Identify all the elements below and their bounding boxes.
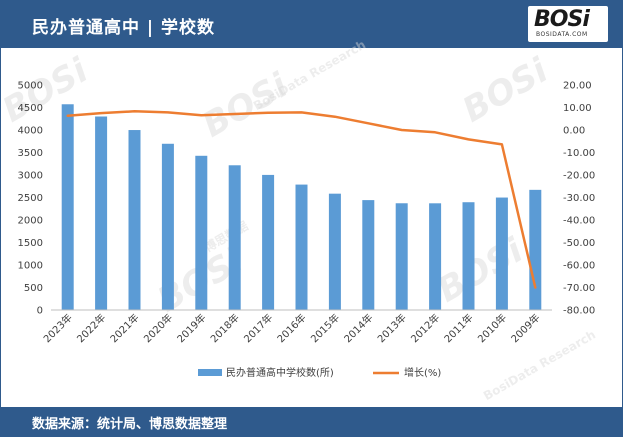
right-tick-label: 20.00	[563, 81, 592, 92]
legend-line-label: 增长(%)	[404, 366, 441, 379]
page-title: 民办普通高中 | 学校数	[32, 18, 216, 38]
x-tick-label: 2021年	[107, 311, 141, 345]
x-tick-label: 2020年	[141, 311, 175, 345]
left-axis: 0 500 1000 1500 2000 2500 3000 3500 4000 4500 5000	[18, 81, 43, 317]
bar	[495, 197, 508, 310]
bar	[328, 193, 341, 310]
x-tick-label: 2016年	[274, 311, 308, 345]
x-tick-label: 2014年	[341, 311, 375, 345]
line-series	[66, 110, 537, 289]
brand-logo: BOSi BOSIDATA.COM	[528, 6, 608, 42]
x-tick-label: 2015年	[308, 311, 342, 345]
left-tick-label: 2500	[18, 193, 43, 204]
bar	[228, 165, 241, 310]
bar	[429, 203, 442, 310]
right-axis: -80.00 -70.00 -60.00 -50.00 -40.00 -30.00 -20.…	[563, 81, 595, 317]
x-axis-labels: 2023年 2022年 2021年 2020年 2019年 2018年 2017年 2016年…	[41, 311, 543, 345]
x-tick-label: 2019年	[174, 311, 208, 345]
header-bar: 民办普通高中 | 学校数 BOSi BOSIDATA.COM	[1, 1, 622, 48]
x-tick-label: 2022年	[74, 311, 108, 345]
x-tick-label: 2023年	[41, 311, 75, 345]
x-tick-label: 2010年	[475, 311, 509, 345]
bar	[161, 143, 174, 310]
bar	[295, 184, 308, 310]
x-tick-label: 2012年	[408, 311, 442, 345]
bar-series	[61, 104, 542, 310]
right-tick-label: 10.00	[563, 103, 592, 114]
x-tick-label: 2017年	[241, 311, 275, 345]
left-tick-label: 5000	[18, 81, 43, 92]
left-tick-label: 4500	[18, 103, 43, 114]
legend-bar-swatch	[198, 369, 222, 376]
bar	[128, 130, 141, 310]
bar	[195, 155, 208, 310]
left-tick-label: 3000	[18, 171, 43, 182]
x-tick-label: 2011年	[441, 311, 475, 345]
growth-line	[66, 110, 537, 289]
bar	[95, 116, 108, 310]
chart-area: 0 500 1000 1500 2000 2500 3000 3500 4000 4500 5000…	[18, 81, 596, 380]
bar	[462, 202, 475, 310]
right-tick-label: -40.00	[563, 216, 595, 227]
right-tick-label: -30.00	[563, 193, 595, 204]
right-tick-label: 0.00	[563, 126, 585, 137]
logo-text: BOSi	[534, 7, 590, 32]
x-tick-label: 2009年	[508, 311, 542, 345]
right-tick-label: -80.00	[563, 306, 595, 317]
right-tick-label: -10.00	[563, 148, 595, 159]
bar	[395, 203, 408, 310]
left-tick-label: 4000	[18, 126, 43, 137]
bar	[262, 174, 275, 310]
footer-bar: 数据来源：统计局、博思数据整理	[1, 407, 622, 436]
left-tick-label: 0	[37, 306, 43, 317]
logo-subtext: BOSIDATA.COM	[536, 31, 588, 38]
left-tick-label: 1000	[18, 261, 43, 272]
data-source: 数据来源：统计局、博思数据整理	[32, 417, 228, 432]
x-tick-label: 2018年	[208, 311, 242, 345]
left-tick-label: 2000	[18, 216, 43, 227]
right-tick-label: -60.00	[563, 261, 595, 272]
left-tick-label: 500	[24, 283, 43, 294]
bar	[61, 104, 74, 310]
right-tick-label: -50.00	[563, 238, 595, 249]
right-tick-label: -20.00	[563, 171, 595, 182]
left-tick-label: 1500	[18, 238, 43, 249]
bar	[362, 200, 375, 310]
legend-bar-label: 民办普通高中学校数(所)	[226, 366, 334, 379]
right-tick-label: -70.00	[563, 283, 595, 294]
legend: 民办普通高中学校数(所) 增长(%)	[198, 366, 441, 379]
left-tick-label: 3500	[18, 148, 43, 159]
x-tick-label: 2013年	[375, 311, 409, 345]
bar	[529, 189, 542, 310]
